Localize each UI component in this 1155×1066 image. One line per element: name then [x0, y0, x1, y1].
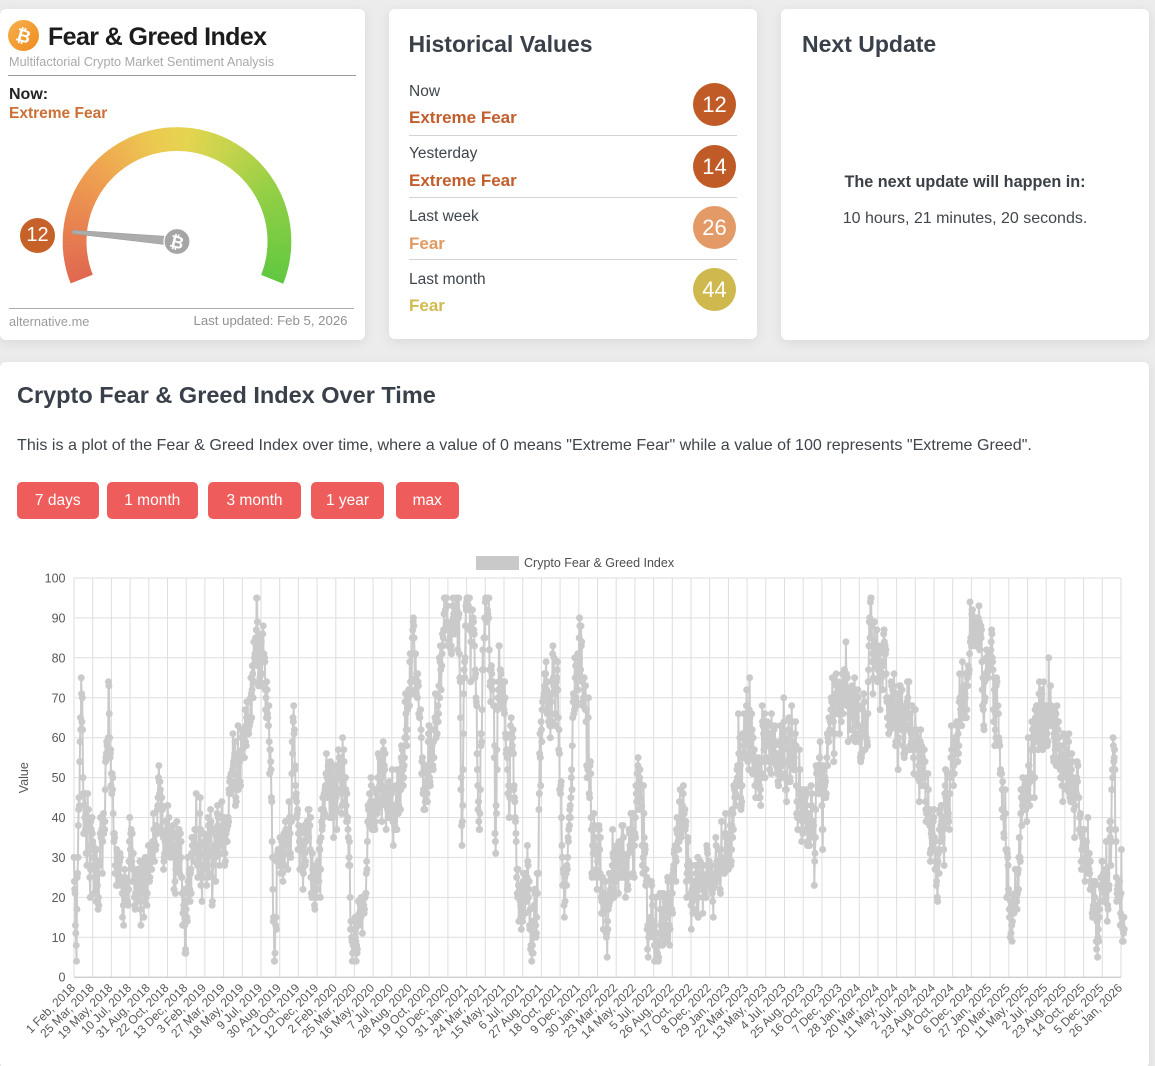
svg-text:80: 80 — [52, 651, 66, 665]
svg-text:20: 20 — [52, 891, 66, 905]
svg-text:40: 40 — [52, 811, 66, 825]
svg-text:60: 60 — [52, 731, 66, 745]
svg-text:10: 10 — [52, 931, 66, 945]
svg-text:Value: Value — [17, 762, 31, 793]
svg-text:90: 90 — [52, 611, 66, 625]
svg-text:70: 70 — [52, 691, 66, 705]
svg-text:30: 30 — [52, 851, 66, 865]
svg-text:50: 50 — [52, 771, 66, 785]
svg-text:0: 0 — [59, 971, 66, 985]
svg-text:₿: ₿ — [168, 232, 186, 254]
svg-text:100: 100 — [45, 572, 66, 586]
svg-text:₿: ₿ — [14, 24, 34, 47]
